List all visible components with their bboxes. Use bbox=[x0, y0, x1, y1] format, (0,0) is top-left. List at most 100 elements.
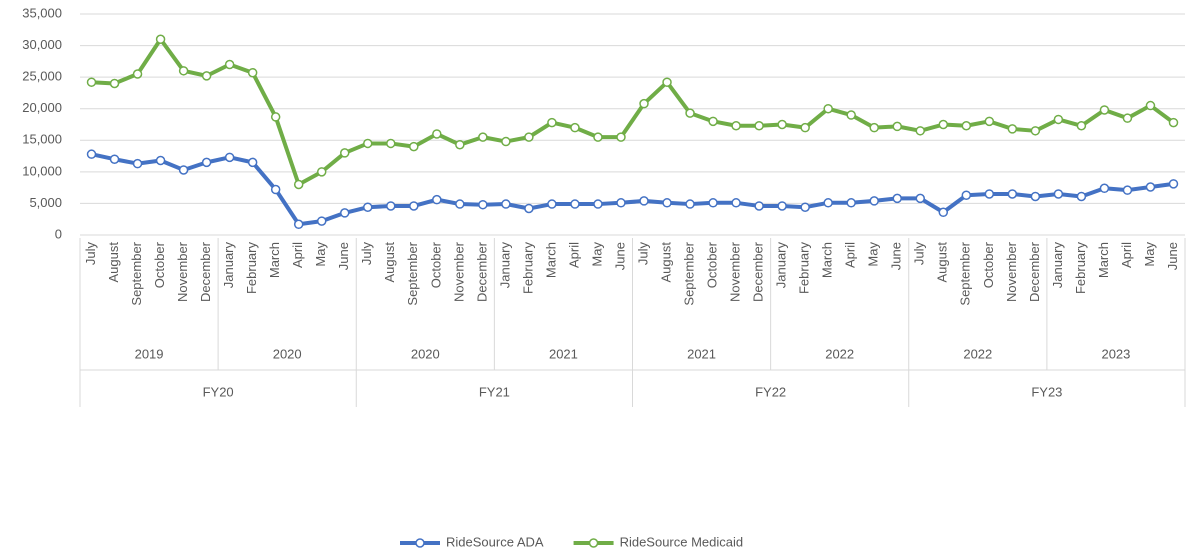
legend-label: RideSource Medicaid bbox=[620, 534, 744, 549]
data-point bbox=[1168, 179, 1179, 189]
data-point bbox=[86, 77, 97, 87]
data-point bbox=[593, 132, 603, 142]
data-point bbox=[1122, 113, 1133, 123]
x-tick-label: August bbox=[382, 242, 397, 283]
data-point bbox=[132, 69, 143, 79]
data-point bbox=[1053, 189, 1064, 199]
x-tick-label: February bbox=[244, 242, 259, 295]
legend-marker bbox=[588, 538, 599, 548]
data-point bbox=[293, 219, 304, 230]
data-point bbox=[86, 149, 97, 159]
year-label: 2020 bbox=[411, 346, 440, 361]
x-tick-label: March bbox=[1096, 242, 1111, 278]
data-point bbox=[892, 193, 902, 204]
data-point bbox=[409, 141, 419, 152]
x-tick-label: November bbox=[175, 241, 190, 302]
data-point bbox=[823, 103, 833, 114]
x-tick-label: November bbox=[728, 241, 743, 302]
data-point bbox=[293, 179, 304, 190]
data-point bbox=[432, 194, 442, 205]
data-point bbox=[363, 202, 373, 212]
data-point bbox=[132, 158, 143, 169]
year-label: 2021 bbox=[549, 346, 578, 361]
data-point bbox=[1145, 182, 1156, 192]
y-tick-label: 5,000 bbox=[29, 195, 62, 210]
data-point bbox=[869, 122, 879, 133]
fy-label: FY20 bbox=[203, 384, 234, 399]
data-point bbox=[501, 199, 511, 209]
x-tick-label: June bbox=[336, 242, 351, 270]
data-point bbox=[270, 112, 281, 122]
fy-label: FY21 bbox=[479, 384, 510, 399]
data-point bbox=[938, 207, 949, 218]
data-point bbox=[455, 199, 465, 209]
legend-marker bbox=[415, 538, 425, 548]
data-point bbox=[639, 196, 649, 206]
data-point bbox=[224, 59, 235, 70]
data-point bbox=[1168, 117, 1179, 128]
data-point bbox=[1076, 121, 1087, 131]
x-tick-label: August bbox=[935, 242, 950, 283]
data-point bbox=[109, 154, 120, 164]
data-point bbox=[731, 198, 741, 208]
data-point bbox=[593, 199, 603, 209]
x-tick-label: January bbox=[221, 242, 236, 289]
data-point bbox=[524, 132, 534, 142]
data-point bbox=[938, 119, 949, 130]
data-point bbox=[201, 157, 212, 168]
x-tick-label: May bbox=[589, 242, 604, 267]
data-point bbox=[846, 110, 856, 120]
data-point bbox=[754, 201, 764, 211]
x-tick-label: September bbox=[405, 241, 420, 305]
data-point bbox=[961, 190, 972, 200]
x-tick-label: September bbox=[129, 241, 144, 305]
data-point bbox=[201, 71, 212, 81]
x-tick-label: June bbox=[612, 242, 627, 270]
data-point bbox=[547, 199, 557, 209]
data-point bbox=[777, 119, 787, 130]
data-point bbox=[800, 202, 810, 212]
data-point bbox=[247, 67, 258, 78]
data-point bbox=[386, 201, 396, 211]
data-point bbox=[316, 216, 327, 226]
x-tick-label: February bbox=[797, 242, 812, 295]
data-point bbox=[478, 132, 488, 142]
x-tick-label: November bbox=[451, 241, 466, 302]
fy-label: FY23 bbox=[1031, 384, 1062, 399]
data-point bbox=[270, 184, 281, 195]
data-point bbox=[409, 201, 419, 211]
y-tick-label: 20,000 bbox=[22, 100, 62, 115]
data-point bbox=[178, 165, 189, 175]
x-tick-label: December bbox=[1027, 241, 1042, 302]
fy-label: FY22 bbox=[755, 384, 786, 399]
year-label: 2019 bbox=[135, 346, 164, 361]
data-point bbox=[339, 148, 350, 158]
data-point bbox=[386, 138, 396, 149]
x-tick-label: September bbox=[681, 241, 696, 305]
x-tick-label: February bbox=[1073, 242, 1088, 295]
data-point bbox=[1007, 189, 1018, 199]
x-tick-label: April bbox=[566, 242, 581, 268]
data-point bbox=[662, 77, 672, 87]
data-point bbox=[685, 199, 695, 209]
data-point bbox=[478, 199, 488, 210]
data-point bbox=[984, 189, 995, 199]
y-tick-label: 25,000 bbox=[22, 69, 62, 84]
y-tick-label: 10,000 bbox=[22, 163, 62, 178]
x-tick-label: July bbox=[359, 242, 374, 266]
year-label: 2020 bbox=[273, 346, 302, 361]
x-tick-label: January bbox=[497, 242, 512, 289]
x-tick-label: March bbox=[543, 242, 558, 278]
data-point bbox=[685, 108, 695, 118]
data-point bbox=[547, 117, 557, 128]
data-point bbox=[339, 208, 350, 218]
data-point bbox=[363, 138, 373, 149]
x-tick-label: April bbox=[1119, 242, 1134, 268]
data-point bbox=[984, 116, 995, 127]
data-point bbox=[708, 116, 718, 127]
data-point bbox=[823, 198, 833, 208]
data-point bbox=[1122, 185, 1133, 195]
data-point bbox=[501, 136, 511, 147]
x-tick-label: June bbox=[1165, 242, 1180, 270]
